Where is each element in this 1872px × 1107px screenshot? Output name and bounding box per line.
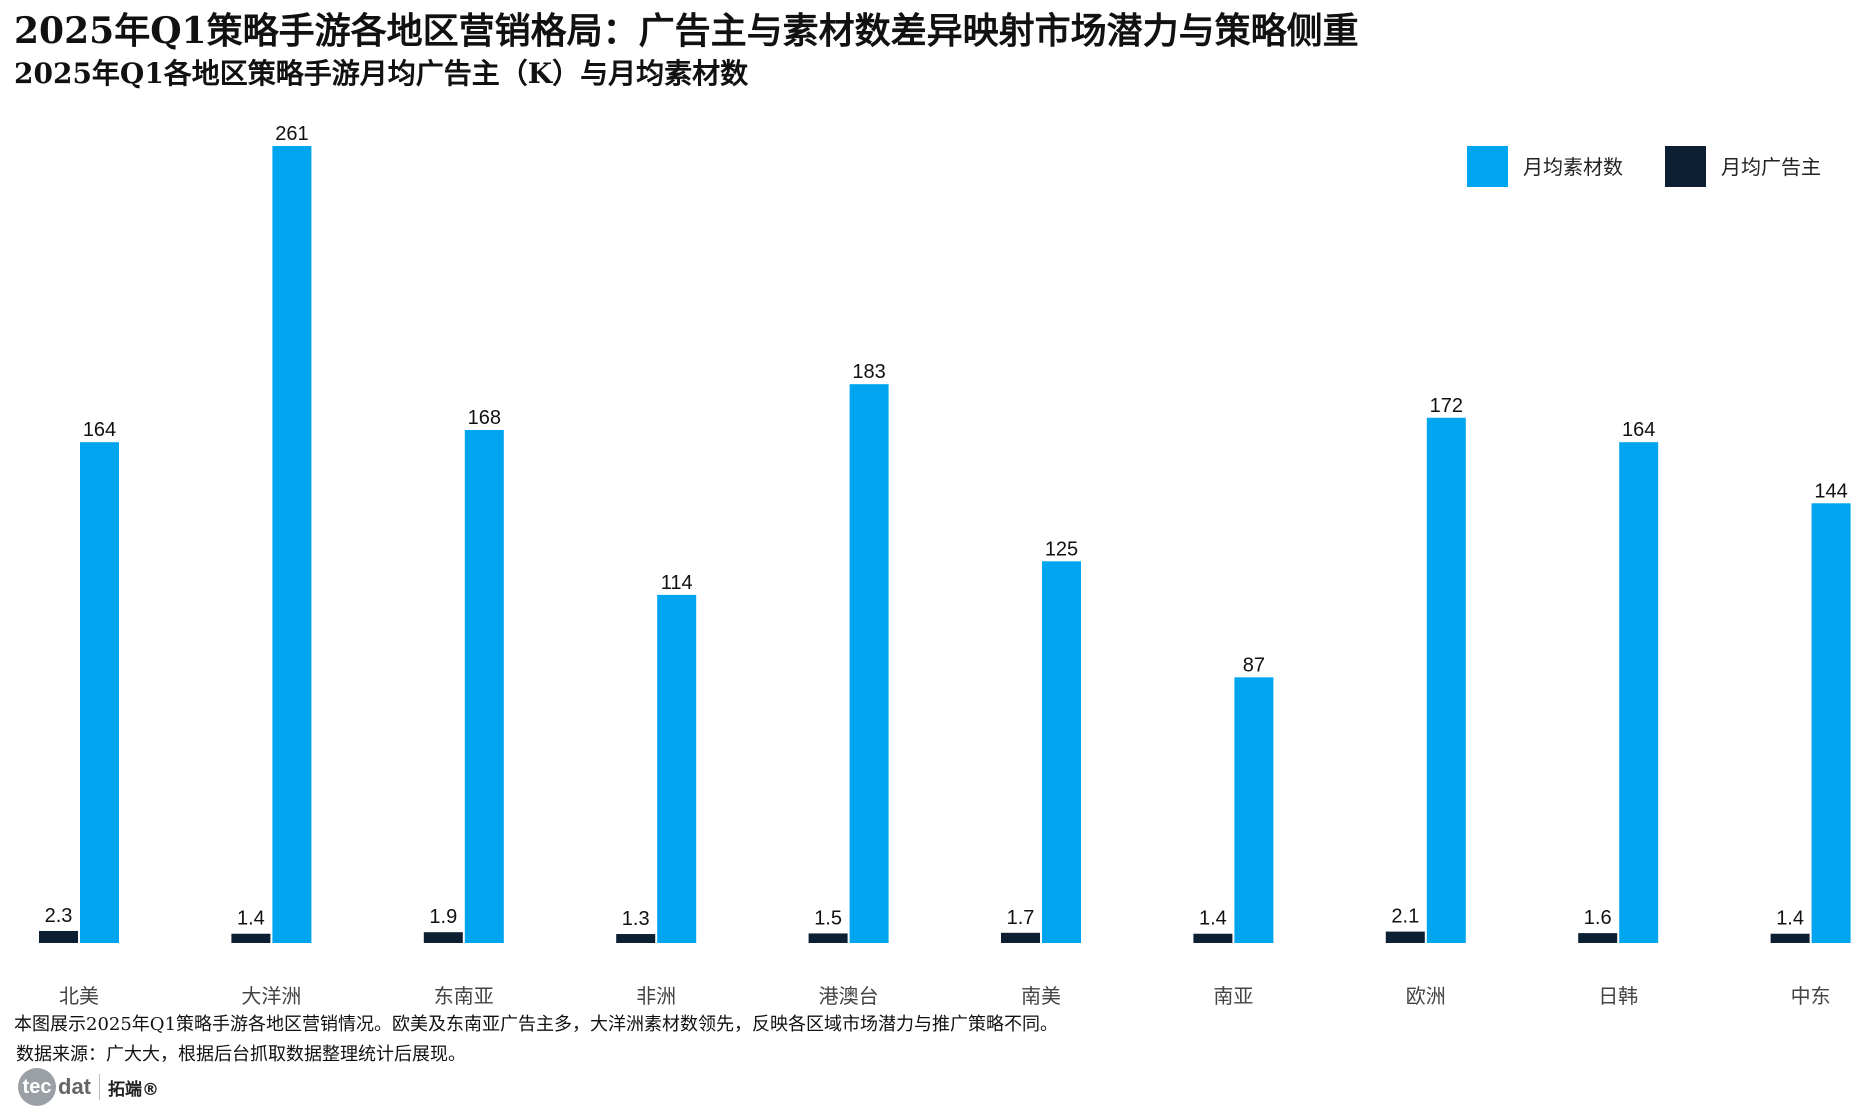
legend-label-0: 月均素材数 [1523, 155, 1623, 179]
bar-materials-1 [272, 146, 312, 943]
label-materials-4: 183 [852, 361, 885, 383]
bar-advertisers-0 [39, 930, 78, 943]
category-labels: 北美 大洋洲 东南亚 非洲 港澳台 南美 南亚 欧洲 日韩 中东 [59, 984, 1831, 1008]
label-materials-0: 164 [83, 419, 116, 441]
category-label-1: 大洋洲 [241, 984, 301, 1008]
bar-materials-0 [80, 442, 119, 943]
data-source: 数据来源：广大大，根据后台抓取数据整理统计后展现。 [16, 1044, 466, 1065]
bar-advertisers-4 [808, 933, 848, 943]
category-label-7: 欧洲 [1406, 984, 1446, 1008]
label-advertisers-2: 1.9 [429, 906, 457, 928]
legend-swatch-1 [1665, 146, 1706, 187]
bar-advertisers-6 [1193, 933, 1233, 943]
bar-materials-8 [1619, 442, 1659, 943]
bar-advertisers-8 [1578, 933, 1618, 943]
bar-advertisers-9 [1770, 933, 1810, 943]
legend-label-1: 月均广告主 [1721, 155, 1821, 179]
bar-materials-7 [1426, 417, 1466, 944]
label-materials-5: 125 [1045, 538, 1078, 560]
logo-text: dat [58, 1074, 91, 1099]
category-label-3: 非洲 [636, 984, 676, 1008]
category-label-4: 港澳台 [819, 984, 879, 1008]
logo-cn-text: 拓端® [108, 1079, 159, 1100]
bar-materials-3 [657, 594, 697, 943]
bar-materials-5 [1042, 561, 1081, 943]
tecdat-logo: tec dat 拓端® [18, 1068, 159, 1106]
label-materials-2: 168 [468, 407, 501, 429]
category-label-6: 南亚 [1213, 984, 1253, 1008]
category-label-0: 北美 [59, 984, 99, 1008]
bar-materials-9 [1811, 503, 1851, 943]
legend: 月均素材数 月均广告主 [1467, 146, 1821, 187]
bar-advertisers-5 [1001, 932, 1040, 943]
legend-swatch-0 [1467, 146, 1508, 187]
bars-group: 2.3 164 1.4 261 1.9 168 1.3 114 1.5 183 1.7 125 1.4 8… [39, 123, 1851, 944]
chart-title: 2025年Q1策略手游各地区营销格局：广告主与素材数差异映射市场潜力与策略侧重 [14, 10, 1359, 52]
category-label-8: 日韩 [1598, 984, 1638, 1008]
label-advertisers-4: 1.5 [814, 907, 842, 929]
bar-chart: 月均素材数 月均广告主 2.3 164 1.4 261 1.9 168 1.3 114 1.5 18… [39, 123, 1851, 1008]
bar-advertisers-1 [231, 933, 271, 943]
label-advertisers-7: 2.1 [1391, 906, 1419, 928]
chart-note: 本图展示2025年Q1策略手游各地区营销情况。欧美及东南亚广告主多，大洋洲素材数… [14, 1014, 1059, 1035]
bar-materials-4 [849, 384, 889, 943]
label-advertisers-5: 1.7 [1007, 907, 1035, 929]
label-materials-8: 164 [1622, 419, 1655, 441]
bar-advertisers-7 [1385, 931, 1425, 943]
category-label-5: 南美 [1021, 984, 1061, 1008]
label-materials-3: 114 [661, 572, 693, 594]
chart-subtitle: 2025年Q1各地区策略手游月均广告主（K）与月均素材数 [14, 57, 749, 90]
label-advertisers-0: 2.3 [45, 905, 73, 927]
label-materials-1: 261 [275, 123, 308, 145]
logo-divider [99, 1074, 100, 1100]
bar-materials-6 [1234, 677, 1274, 943]
logo-mark: tec [18, 1068, 56, 1106]
label-advertisers-8: 1.6 [1584, 907, 1612, 929]
bar-materials-2 [464, 429, 504, 943]
label-advertisers-3: 1.3 [622, 908, 650, 930]
category-label-2: 东南亚 [434, 984, 494, 1008]
category-label-9: 中东 [1791, 984, 1831, 1008]
label-materials-9: 144 [1814, 480, 1847, 502]
label-materials-7: 172 [1430, 395, 1463, 417]
label-advertisers-6: 1.4 [1199, 908, 1227, 930]
label-materials-6: 87 [1243, 654, 1265, 676]
bar-advertisers-2 [423, 932, 463, 943]
bar-advertisers-3 [616, 934, 656, 943]
label-advertisers-1: 1.4 [237, 908, 265, 930]
label-advertisers-9: 1.4 [1776, 908, 1804, 930]
